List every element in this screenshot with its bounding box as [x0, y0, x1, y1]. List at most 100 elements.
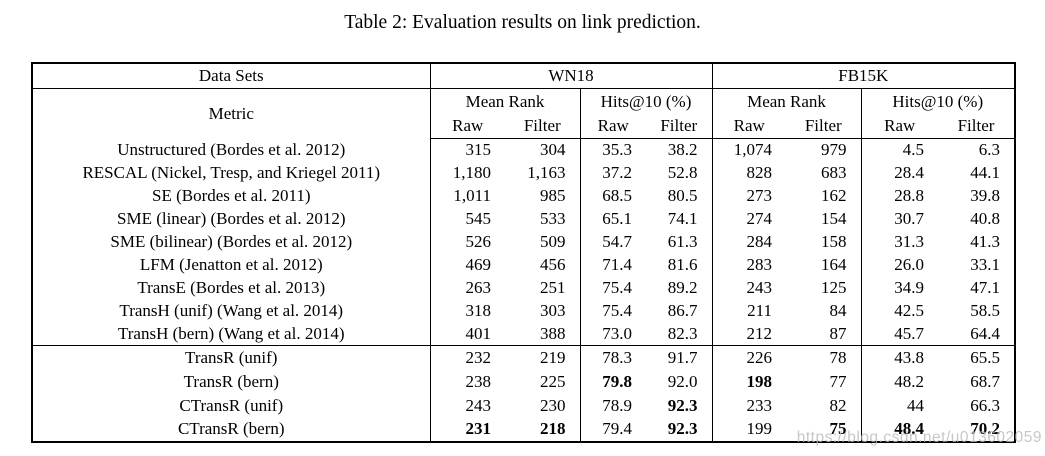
col-header-raw: Raw [861, 114, 939, 139]
value-cell: 73.0 [602, 323, 632, 343]
value-cell: 39.8 [970, 186, 1001, 205]
col-header-raw: Raw [430, 114, 505, 139]
subheader-fb15k-mean-rank: Mean Rank [712, 88, 862, 114]
value-cell: 28.4 [894, 163, 925, 182]
value-cell: 231 [465, 419, 492, 438]
table-row: RESCAL (Nickel, Tresp, and Kriegel 2011)… [32, 161, 1015, 185]
col-header-filter: Filter [505, 114, 581, 139]
value-cell: 318 [465, 301, 492, 320]
value-cell: 1,011 [453, 186, 491, 205]
value-cell: 230 [505, 393, 581, 418]
value-cell: 219 [505, 345, 581, 370]
value-cell: 509 [505, 230, 581, 254]
value-cell: 162 [786, 184, 862, 208]
value-cell: 212 [746, 323, 773, 343]
value-cell: 91.7 [646, 345, 713, 370]
method-label: RESCAL (Nickel, Tresp, and Kriegel 2011) [32, 161, 431, 185]
value-cell: 388 [505, 322, 581, 346]
value-cell: 92.3 [646, 417, 713, 442]
value-cell: 68.7 [970, 371, 1001, 391]
col-header-filter: Filter [786, 114, 862, 139]
value-cell: 34.9 [894, 278, 925, 297]
value-cell: 66.3 [970, 395, 1001, 415]
value-cell: 401 [465, 323, 492, 343]
method-label: SE (Bordes et al. 2011) [32, 184, 431, 208]
value-cell: 87 [786, 322, 862, 346]
value-cell: 65.1 [602, 209, 632, 228]
table-body: Unstructured (Bordes et al. 2012) 315 304 3… [32, 138, 1016, 442]
value-cell: 164 [786, 253, 862, 277]
method-label: TransE (Bordes et al. 2013) [32, 276, 431, 300]
value-cell: 48.4 [894, 419, 925, 438]
value-cell: 985 [505, 184, 581, 208]
value-cell: 218 [505, 417, 581, 442]
subheader-wn18-mean-rank: Mean Rank [430, 88, 581, 114]
value-cell: 78 [786, 345, 862, 370]
value-cell: 64.4 [970, 323, 1001, 343]
value-cell: 456 [505, 253, 581, 277]
subheader-wn18-hits10: Hits@10 (%) [580, 88, 713, 114]
value-cell: 86.7 [646, 299, 713, 323]
table-header: Data Sets WN18 FB15K Metric Mean Rank Hi… [32, 63, 1016, 139]
value-cell: 44.1 [970, 163, 1001, 182]
value-cell: 284 [746, 232, 773, 251]
results-table: Data Sets WN18 FB15K Metric Mean Rank Hi… [31, 62, 1017, 443]
value-cell: 74.1 [646, 207, 713, 231]
table-row: Unstructured (Bordes et al. 2012) 315 304 3… [32, 138, 1015, 162]
value-cell: 263 [465, 278, 492, 297]
value-cell: 41.3 [970, 232, 1001, 251]
value-cell: 158 [786, 230, 862, 254]
value-cell: 47.1 [970, 278, 1001, 297]
value-cell: 89.2 [646, 276, 713, 300]
header-row-rawfilter: Raw Filter Raw Filter Raw Filter Raw Fil… [32, 114, 1016, 139]
table-row: CTransR (unif) 243 230 78.9 92.3 233 82 44 66.3 [32, 393, 1015, 418]
table-row: TransR (unif) 232 219 78.3 91.7 226 78 43.8 65.5 [32, 345, 1016, 370]
table-row: CTransR (bern) 231 218 79.4 92.3 199 75 48.4 70.… [32, 417, 1015, 442]
value-cell: 65.5 [938, 345, 1016, 370]
col-header-raw: Raw [712, 114, 787, 139]
table-caption: Table 2: Evaluation results on link pred… [344, 12, 701, 33]
header-row-datasets: Data Sets WN18 FB15K [32, 63, 1016, 89]
value-cell: 979 [786, 138, 862, 162]
method-label: CTransR (unif) [32, 393, 431, 418]
value-cell: 243 [465, 395, 492, 415]
table-row: SE (Bordes et al. 2011) 1,011 985 68.5 80.5 2… [32, 184, 1015, 208]
value-cell: 198 [746, 371, 773, 391]
table-row: TransH (bern) (Wang et al. 2014) 401 388 73… [32, 322, 1015, 346]
value-cell: 82.3 [646, 322, 713, 346]
value-cell: 251 [505, 276, 581, 300]
value-cell: 40.8 [970, 209, 1001, 228]
value-cell: 232 [430, 345, 505, 370]
value-cell: 226 [712, 345, 787, 370]
value-cell: 30.7 [894, 209, 925, 228]
value-cell: 26.0 [894, 255, 925, 274]
value-cell: 68.5 [602, 186, 632, 205]
value-cell: 70.2 [970, 419, 1001, 438]
subheader-fb15k-hits10: Hits@10 (%) [892, 91, 984, 111]
value-cell: 75.4 [602, 301, 632, 320]
value-cell: 315 [465, 140, 492, 160]
value-cell: 77 [786, 369, 862, 394]
method-label: TransR (bern) [32, 369, 431, 394]
value-cell: 48.2 [894, 371, 925, 391]
table-row: TransE (Bordes et al. 2013) 263 251 75.4 89.… [32, 276, 1015, 300]
group-header-fb15k: FB15K [712, 63, 1016, 89]
value-cell: 35.3 [602, 140, 632, 160]
value-cell: 31.3 [894, 232, 925, 251]
value-cell: 78.3 [580, 345, 646, 370]
datasets-header: Data Sets [32, 63, 431, 89]
value-cell: 82 [786, 393, 862, 418]
method-label: SME (bilinear) (Bordes et al. 2012) [32, 230, 431, 254]
value-cell: 238 [465, 371, 492, 391]
value-cell: 211 [747, 301, 773, 320]
col-header-filter: Filter [938, 114, 1016, 139]
value-cell: 75 [786, 417, 862, 442]
value-cell: 828 [746, 163, 773, 182]
value-cell: 81.6 [646, 253, 713, 277]
value-cell: 52.8 [646, 161, 713, 185]
value-cell: 469 [465, 255, 492, 274]
value-cell: 154 [786, 207, 862, 231]
table-row: TransR (bern) 238 225 79.8 92.0 198 77 48.2 68.7 [32, 369, 1015, 394]
table-row: SME (bilinear) (Bordes et al. 2012) 526 50… [32, 230, 1015, 254]
